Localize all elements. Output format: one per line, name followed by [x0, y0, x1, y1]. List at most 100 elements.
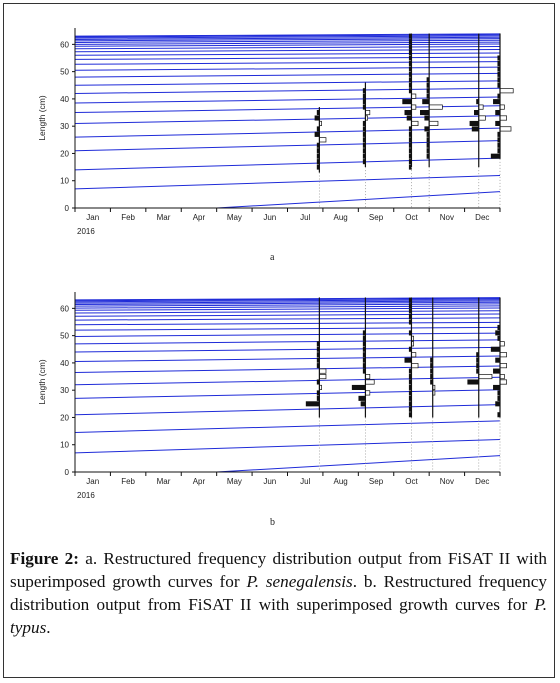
growth-curve — [75, 299, 500, 303]
growth-curve — [75, 80, 500, 86]
year-label: 2016 — [77, 491, 95, 500]
y-tick-label: 20 — [60, 149, 69, 158]
caption-label: Figure 2: — [10, 549, 79, 568]
histogram-bar — [495, 120, 501, 126]
histogram-bar — [499, 374, 505, 380]
histogram-bar — [351, 384, 366, 390]
growth-curve — [75, 87, 500, 94]
growth-curve — [75, 303, 500, 307]
growth-curve — [75, 305, 500, 309]
histogram-bar — [319, 374, 327, 380]
histogram-bar — [499, 363, 507, 369]
x-tick-label: Dec — [475, 477, 489, 486]
x-tick-label: Mar — [157, 213, 171, 222]
histogram-bar — [314, 131, 320, 137]
histogram-bar — [499, 88, 514, 94]
growth-curve — [75, 61, 500, 65]
histogram-bar — [365, 110, 371, 116]
growth-curve — [75, 52, 500, 56]
x-tick-label: Dec — [475, 213, 489, 222]
growth-curve — [75, 72, 500, 78]
caption-text-3: . — [46, 618, 51, 637]
growth-curve — [75, 346, 500, 353]
histogram-bar — [471, 126, 480, 132]
y-tick-label: 20 — [60, 413, 69, 422]
growth-curve — [75, 45, 500, 50]
panel-label-b: b — [270, 517, 275, 528]
x-tick-label: Apr — [193, 213, 206, 222]
growth-curve — [75, 420, 500, 433]
growth-curve — [75, 300, 500, 304]
x-tick-label: Nov — [440, 213, 454, 222]
figure-frame — [3, 3, 555, 678]
histogram-bar — [499, 115, 507, 121]
histogram-bar — [499, 104, 505, 110]
y-tick-label: 30 — [60, 122, 69, 131]
growth-curve — [75, 310, 500, 314]
growth-curve — [216, 455, 500, 472]
growth-curve — [75, 301, 500, 306]
y-tick-label: 30 — [60, 386, 69, 395]
growth-curve — [216, 191, 500, 208]
histogram-bar — [424, 115, 430, 121]
histogram-bar — [411, 352, 417, 358]
histogram-bar — [495, 357, 501, 363]
histogram-bar — [365, 374, 371, 380]
y-tick-label: 10 — [60, 177, 69, 186]
growth-curve — [75, 339, 500, 345]
growth-curve — [75, 326, 500, 331]
growth-curve — [75, 307, 500, 311]
growth-curve — [75, 66, 500, 71]
y-tick-label: 0 — [65, 204, 70, 213]
caption-text-1: a. Restructured frequency distribution o… — [10, 549, 547, 591]
x-tick-label: Jul — [300, 477, 310, 486]
x-tick-label: Sep — [369, 213, 384, 222]
x-tick-label: Mar — [157, 477, 171, 486]
growth-curves — [75, 297, 500, 472]
histogram-bar — [474, 110, 480, 116]
histogram-bar — [478, 115, 486, 121]
histogram-bar — [478, 374, 493, 380]
y-tick-label: 60 — [60, 304, 69, 313]
histogram-bar — [493, 99, 501, 105]
histogram-bar — [314, 115, 320, 121]
histogram-bar — [493, 384, 501, 390]
histogram-bar — [402, 99, 412, 105]
growth-curve — [75, 317, 500, 321]
growth-curve — [75, 56, 500, 60]
growth-curve — [75, 157, 500, 171]
growth-curve — [75, 321, 500, 326]
histogram-bar — [358, 395, 366, 401]
histogram-bar — [406, 115, 412, 121]
y-tick-label: 10 — [60, 441, 69, 450]
y-tick-label: 60 — [60, 40, 69, 49]
growth-curve — [75, 355, 500, 363]
histogram-bar — [404, 357, 412, 363]
growth-curve — [75, 376, 500, 386]
histogram-bar — [469, 120, 480, 126]
histogram-bar — [495, 110, 501, 116]
histogram-bar — [411, 93, 417, 99]
growth-curve — [75, 297, 500, 302]
histogram-bar — [411, 120, 419, 126]
histogram-bar — [467, 379, 480, 385]
figure-caption: Figure 2: a. Restructured frequency dist… — [10, 547, 547, 639]
histogram-bar — [305, 401, 320, 407]
caption-species-2: P. typus — [10, 595, 547, 637]
y-tick-label: 40 — [60, 359, 69, 368]
histogram-bar — [490, 346, 501, 352]
caption-text-2: . b. Restructured frequency distribution… — [10, 572, 547, 614]
caption-species-1: P. senegalensis — [246, 572, 353, 591]
x-tick-label: Sep — [369, 477, 384, 486]
histogram-bar — [490, 153, 501, 159]
growth-curve — [75, 96, 500, 104]
y-axis-label: Length (cm) — [37, 95, 47, 141]
histogram-bar — [495, 401, 501, 407]
y-tick-label: 40 — [60, 95, 69, 104]
histogram-bar — [478, 104, 484, 110]
histogram-bar — [422, 99, 430, 105]
histogram-bar — [493, 368, 501, 374]
histogram-bar — [319, 137, 327, 143]
y-tick-label: 50 — [60, 332, 69, 341]
x-tick-label: Feb — [121, 213, 135, 222]
